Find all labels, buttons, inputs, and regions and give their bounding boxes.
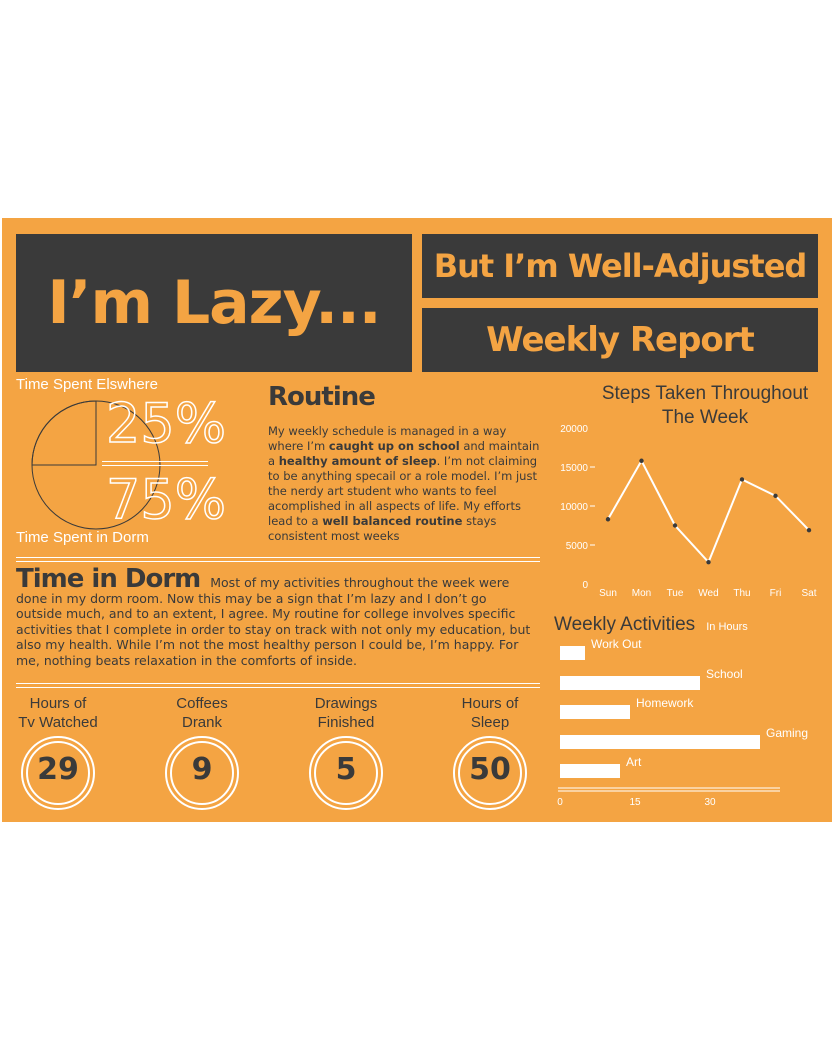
line-point-fri bbox=[773, 493, 778, 499]
dorm-heading: Time in Dorm bbox=[16, 564, 201, 594]
title-right: But I’m Well-Adjusted bbox=[433, 247, 808, 285]
line-ytick-3: 15000 bbox=[560, 463, 588, 474]
line-point-sun bbox=[605, 517, 611, 522]
bar-xtick-0: 0 bbox=[557, 797, 563, 808]
bar-label-3: Gaming bbox=[766, 726, 808, 740]
bar-gaming bbox=[560, 735, 760, 749]
routine-heading: Routine bbox=[268, 382, 376, 412]
bar-label-4: Art bbox=[626, 755, 642, 769]
title-right-box: But I’m Well-Adjusted bbox=[422, 234, 818, 298]
line-point-mon bbox=[639, 458, 644, 463]
routine-text: My weekly schedule is managed in a way w… bbox=[268, 424, 540, 543]
stat-value-1: 9 bbox=[191, 752, 213, 787]
line-point-thu bbox=[739, 477, 745, 482]
pie-label-bottom: Time Spent in Dorm bbox=[16, 529, 149, 546]
stat-label-2: Drawings Finished bbox=[314, 695, 378, 731]
bar-homework bbox=[560, 705, 630, 719]
line-chart-title: Steps Taken Throughout The Week bbox=[601, 383, 809, 428]
line-point-wed bbox=[706, 559, 711, 565]
line-series bbox=[607, 458, 810, 565]
bar-label-0: Work Out bbox=[591, 637, 642, 651]
bar-chart-subtitle: In Hours bbox=[706, 621, 748, 633]
pie-pct-bottom: 75% bbox=[105, 468, 227, 531]
line-point-sat bbox=[806, 527, 812, 533]
pie-label-top: Time Spent Elswhere bbox=[16, 376, 159, 393]
stat-value-0: 29 bbox=[37, 752, 79, 787]
line-xtick-mon: Mon bbox=[632, 588, 651, 599]
bar-chart-title: Weekly Activities bbox=[554, 614, 696, 635]
bar-xtick-2: 30 bbox=[704, 797, 716, 808]
subtitle-box: Weekly Report bbox=[422, 308, 818, 372]
bar-work-out bbox=[560, 646, 585, 660]
bar-art bbox=[560, 764, 620, 778]
subtitle: Weekly Report bbox=[486, 320, 755, 360]
stat-label-1: Coffees Drank bbox=[176, 695, 228, 731]
title-left-box: I’m Lazy... bbox=[16, 234, 412, 372]
line-ytick-4: 20000 bbox=[560, 424, 588, 435]
line-xtick-thu: Thu bbox=[733, 588, 750, 599]
pie-pct-top: 25% bbox=[105, 392, 227, 455]
stat-ring-1 bbox=[165, 736, 239, 810]
line-xtick-tue: Tue bbox=[667, 588, 684, 599]
title-left: I’m Lazy... bbox=[47, 268, 381, 338]
line-ytick-2: 10000 bbox=[560, 502, 588, 513]
line-xtick-wed: Wed bbox=[698, 588, 718, 599]
line-point-tue bbox=[672, 523, 678, 528]
stat-ring-3 bbox=[453, 736, 527, 810]
bar-label-1: School bbox=[706, 667, 743, 681]
stat-ring-2 bbox=[309, 736, 383, 810]
line-ytick-0: 0 bbox=[582, 580, 588, 591]
bar-label-2: Homework bbox=[636, 696, 694, 710]
line-xtick-sat: Sat bbox=[801, 588, 816, 599]
stat-label-0: Hours of Tv Watched bbox=[18, 695, 98, 731]
separator-lower bbox=[16, 683, 540, 688]
line-chart: 0 5000 10000 15000 20000 Sun Mon Tue Wed Thu Fri Sa… bbox=[560, 424, 817, 599]
stat-value-2: 5 bbox=[335, 752, 357, 787]
stat-value-3: 50 bbox=[469, 752, 511, 787]
line-xtick-fri: Fri bbox=[770, 588, 782, 599]
bar-school bbox=[560, 676, 700, 690]
bar-xtick-1: 15 bbox=[629, 797, 641, 808]
bar-chart-title-row: Weekly Activities In Hours bbox=[554, 614, 748, 636]
pie-slice-elsewhere bbox=[31, 400, 97, 466]
separator-mid bbox=[16, 557, 540, 562]
pie-divider bbox=[102, 461, 208, 466]
poster: I’m Lazy... But I’m Well-Adjusted Weekly… bbox=[2, 218, 832, 822]
line-ytick-1: 5000 bbox=[566, 541, 589, 552]
dorm-block: Time in Dorm Most of my activities throu… bbox=[16, 566, 536, 668]
stat-label-3: Hours of Sleep bbox=[461, 695, 519, 731]
dorm-text: Most of my activities throughout the wee… bbox=[16, 575, 531, 668]
line-xtick-sun: Sun bbox=[599, 588, 617, 599]
stat-ring-0 bbox=[21, 736, 95, 810]
bar-chart: Work Out School Homework Gaming Art 0 15 30 bbox=[557, 637, 808, 808]
